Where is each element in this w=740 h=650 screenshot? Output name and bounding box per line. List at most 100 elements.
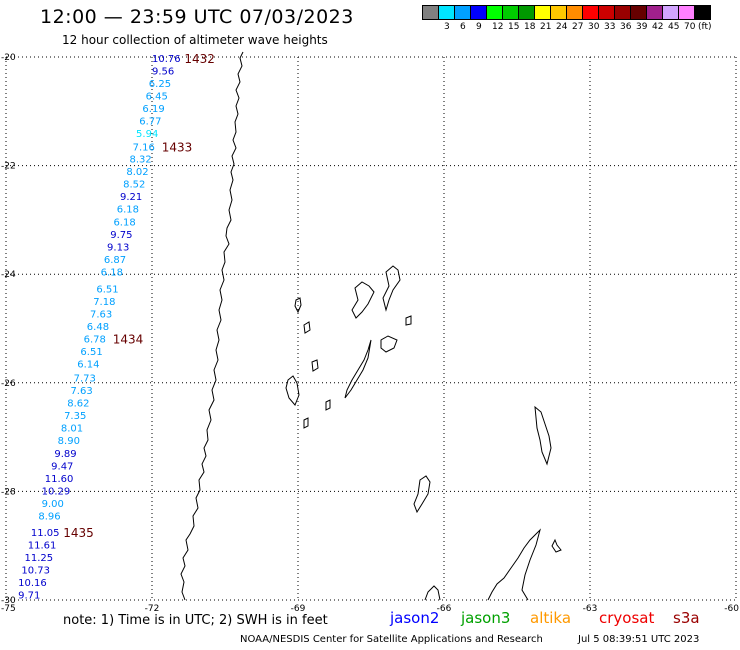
swh-value: 8.62 <box>67 398 89 409</box>
orbit-number: 1432 <box>184 52 215 66</box>
island-3 <box>294 297 311 334</box>
island-7 <box>534 405 552 466</box>
legend-label: 3 <box>444 22 450 32</box>
orbit-number: 1435 <box>63 526 94 540</box>
credit-date: Jul 5 08:39:51 UTC 2023 <box>578 634 700 645</box>
lon-label: -72 <box>145 604 160 614</box>
legend-label: 30 <box>588 22 600 32</box>
swh-values: 10.769.566.256.456.196.775.947.168.328.0… <box>18 54 180 601</box>
island-4 <box>344 339 372 399</box>
swh-value: 8.01 <box>61 423 83 434</box>
swh-value: 6.77 <box>139 117 161 128</box>
orbit-labels: 1432 1433 1434 1435 <box>63 52 215 540</box>
swh-value: 9.75 <box>110 230 132 241</box>
lat-label: -30 <box>1 596 16 606</box>
swh-value: 10.16 <box>18 578 47 589</box>
lon-label: -60 <box>724 604 739 614</box>
swh-value: 6.78 <box>84 334 106 345</box>
swh-value: 7.63 <box>70 386 92 397</box>
chile-coastline <box>180 51 244 601</box>
swh-value: 8.90 <box>58 436 80 447</box>
footer-note: note: 1) Time is in UTC; 2) SWH is in fe… <box>63 613 328 628</box>
credit-line: NOAA/NESDIS Center for Satellite Applica… <box>240 634 543 645</box>
coastline-layer <box>180 51 562 601</box>
swh-value: 6.45 <box>146 92 168 103</box>
legend-swatch <box>694 5 711 20</box>
map-subtitle: 12 hour collection of altimeter wave hei… <box>62 33 328 47</box>
lat-lon-grid <box>5 56 737 601</box>
lat-label: -20 <box>1 53 16 63</box>
swh-value: 6.18 <box>113 218 135 229</box>
swh-value: 7.73 <box>74 373 96 384</box>
swh-value: 10.76 <box>152 54 181 65</box>
legend-label: 12 <box>492 22 504 32</box>
swh-value: 10.29 <box>42 486 71 497</box>
swh-value: 6.25 <box>149 79 171 90</box>
swh-value: 9.89 <box>54 449 76 460</box>
swh-value: 6.18 <box>101 267 123 278</box>
swh-value: 9.56 <box>152 67 174 78</box>
swh-value: 9.13 <box>107 243 129 254</box>
legend-label: 36 <box>620 22 632 32</box>
swh-value: 6.14 <box>77 359 99 370</box>
island-8 <box>303 399 431 514</box>
swh-value: 9.21 <box>120 192 142 203</box>
swh-value: 6.48 <box>87 322 109 333</box>
swh-value: 8.02 <box>126 167 148 178</box>
legend-unit: (ft) <box>698 22 712 32</box>
orbit-number: 1434 <box>113 332 144 346</box>
map-title: 12:00 — 23:59 UTC 07/03/2023 <box>40 6 354 28</box>
swh-value: 6.87 <box>104 255 126 266</box>
sat-cryosat: cryosat <box>599 609 655 627</box>
legend-label: 70 <box>684 22 696 32</box>
swh-value: 7.35 <box>64 411 86 422</box>
island-5 <box>380 315 412 353</box>
swh-value: 7.63 <box>90 309 112 320</box>
legend-label: 21 <box>540 22 552 32</box>
legend-label: 27 <box>572 22 584 32</box>
swh-value: 9.71 <box>18 591 40 602</box>
swh-value: 11.60 <box>45 474 74 485</box>
lon-label: -63 <box>583 604 598 614</box>
sat-altika: altika <box>530 609 572 627</box>
swh-value: 6.18 <box>117 204 139 215</box>
swh-value: 8.52 <box>123 180 145 191</box>
legend-label: 45 <box>668 22 680 32</box>
swh-value: 9.47 <box>51 461 73 472</box>
swh-value: 8.96 <box>38 511 60 522</box>
swh-value: 9.00 <box>42 499 64 510</box>
legend-label: 9 <box>476 22 482 32</box>
swh-value: 6.51 <box>80 347 102 358</box>
lat-label: -26 <box>1 379 16 389</box>
legend-label: 15 <box>508 22 520 32</box>
island-1 <box>382 265 401 312</box>
legend-label: 6 <box>460 22 466 32</box>
swh-value: 6.19 <box>142 104 164 115</box>
island-2 <box>351 281 375 319</box>
lon-label: -69 <box>291 604 306 614</box>
swh-value: 11.05 <box>31 528 60 539</box>
legend-label: 24 <box>556 22 568 32</box>
mainland-coast-southeast <box>424 528 562 601</box>
lat-label: -24 <box>1 270 16 280</box>
swh-value: 5.94 <box>136 129 158 140</box>
legend-label: 33 <box>604 22 616 32</box>
legend-labels: 3 6 9 12 15 18 21 24 27 30 33 36 39 42 45 70 (ft) <box>422 20 740 32</box>
swh-value: 6.51 <box>96 284 118 295</box>
swh-value: 8.32 <box>130 155 152 166</box>
axis-labels: -20 -22 -24 -26 -28 -30-75 -72 -69 -66 -63 -60 <box>1 53 739 614</box>
swh-value: 7.18 <box>93 297 115 308</box>
lat-label: -28 <box>1 487 16 497</box>
island-6 <box>285 359 319 406</box>
orbit-number: 1433 <box>162 141 193 155</box>
legend-label: 39 <box>636 22 648 32</box>
sat-jason2: jason2 <box>390 609 440 627</box>
swh-value: 11.25 <box>25 553 54 564</box>
color-legend: 3 6 9 12 15 18 21 24 27 30 33 36 39 42 45 70 (ft) <box>422 5 740 32</box>
lon-label: -75 <box>1 604 16 614</box>
legend-swatches <box>422 5 740 20</box>
swh-value: 10.73 <box>21 566 50 577</box>
sat-s3a: s3a <box>673 609 700 627</box>
legend-label: 42 <box>652 22 664 32</box>
lat-label: -22 <box>1 162 16 172</box>
